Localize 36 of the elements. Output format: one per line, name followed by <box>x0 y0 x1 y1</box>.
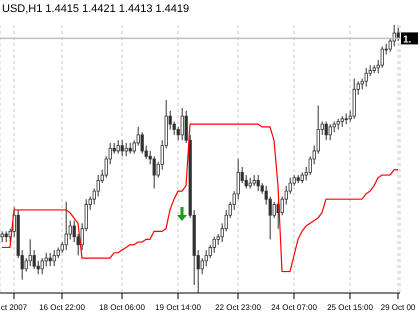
candlestick <box>44 252 48 267</box>
candlestick <box>248 177 252 189</box>
candlestick <box>256 174 260 192</box>
candlestick <box>124 142 128 157</box>
x-tick-label: 18 Oct 06:00 <box>99 303 146 312</box>
candlestick <box>328 124 332 141</box>
candlestick <box>180 108 184 141</box>
candlestick <box>116 140 120 154</box>
candlestick <box>324 120 328 141</box>
candlestick <box>344 112 348 125</box>
x-tick-label: 22 Oct 23:00 <box>215 303 262 312</box>
candlestick <box>336 118 340 130</box>
x-tick-label: ct 2007 <box>0 303 28 312</box>
candlestick <box>152 156 156 189</box>
x-tick-label: 24 Oct 07:00 <box>271 303 318 312</box>
candlestick <box>396 27 400 42</box>
candlestick <box>380 46 384 68</box>
candlestick <box>364 67 368 88</box>
candlestick <box>64 201 68 251</box>
candlestick <box>128 142 132 154</box>
x-tick-label: 25 Oct 15:00 <box>327 303 374 312</box>
x-tick-label: 29 Oct 00 <box>380 303 416 312</box>
chart-title: USD,H1 1.4415 1.4421 1.4413 1.4419 <box>2 3 190 15</box>
candlestick <box>212 236 216 254</box>
candlestick <box>48 252 52 267</box>
x-tick-label: 19 Oct 14:00 <box>155 303 202 312</box>
candlestick <box>28 238 32 267</box>
candlestick <box>340 116 344 128</box>
ref-line-label: 1. <box>403 34 412 46</box>
candlestick <box>52 250 56 267</box>
candlestick <box>252 174 256 186</box>
x-tick-label: 16 Oct 22:00 <box>39 303 86 312</box>
candlestick <box>4 230 8 243</box>
candlestick <box>120 140 124 157</box>
candlestick <box>244 174 248 189</box>
candlestick <box>332 120 336 133</box>
